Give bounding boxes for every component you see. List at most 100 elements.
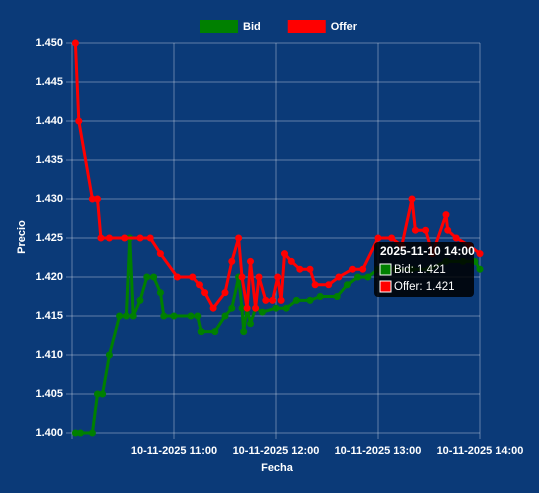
legend-label: Bid: [243, 21, 261, 33]
data-point: [476, 250, 484, 258]
data-point: [452, 234, 460, 242]
data-point: [94, 195, 101, 203]
tooltip-item: Bid: 1.421: [394, 264, 446, 276]
data-point: [388, 234, 396, 242]
y-tick-label: 1.435: [35, 154, 63, 166]
data-point: [292, 296, 300, 304]
data-point: [136, 296, 144, 304]
x-axis-title: Fecha: [261, 462, 294, 474]
y-tick-label: 1.420: [35, 271, 63, 283]
y-tick-label: 1.410: [35, 349, 63, 361]
data-point: [129, 312, 137, 320]
data-point: [364, 273, 372, 281]
y-axis-title: Precio: [16, 220, 28, 254]
data-point: [211, 328, 219, 336]
data-point: [156, 289, 164, 297]
data-point: [209, 304, 217, 312]
series-line: [75, 236, 482, 435]
data-point: [121, 234, 129, 242]
tooltip: 2025-11-10 14:00 Bid: 1.421 Offer: 1.421: [374, 242, 475, 297]
data-point: [281, 250, 288, 258]
data-point: [311, 281, 319, 289]
data-point: [316, 293, 324, 300]
data-point: [194, 312, 202, 320]
data-point: [160, 312, 168, 320]
data-point: [173, 273, 181, 281]
data-point: [136, 234, 144, 242]
data-point: [296, 265, 304, 273]
data-point: [75, 117, 83, 125]
tooltip-item: Offer: 1.421: [394, 281, 455, 293]
x-tick-label: 10-11-2025 11:00: [131, 445, 217, 457]
data-point: [170, 312, 178, 320]
data-point: [247, 257, 254, 265]
data-point: [408, 195, 416, 203]
data-point: [243, 304, 251, 312]
x-tick-label: 10-11-2025 13:00: [335, 445, 422, 457]
data-point: [333, 293, 341, 300]
data-point: [442, 211, 450, 219]
data-point: [99, 390, 107, 398]
data-point: [150, 273, 158, 281]
data-point: [221, 312, 229, 320]
data-point: [77, 429, 84, 437]
y-tick-label: 1.415: [35, 310, 63, 322]
legend-item[interactable]: Offer: [287, 20, 358, 33]
data-point: [287, 257, 295, 265]
data-point: [88, 429, 96, 437]
data-point: [247, 320, 254, 328]
data-point: [306, 296, 314, 304]
data-point: [359, 265, 367, 273]
legend-swatch: [200, 20, 238, 33]
data-point: [116, 312, 124, 320]
data-point: [105, 234, 113, 242]
data-point: [240, 328, 248, 336]
data-point: [197, 328, 205, 336]
tooltip-swatch: [379, 280, 392, 293]
tooltip-box: [374, 242, 474, 297]
data-point: [335, 273, 343, 281]
data-point: [228, 257, 236, 265]
data-point: [274, 273, 282, 281]
data-point: [374, 234, 382, 242]
data-point: [282, 304, 290, 312]
data-point: [411, 226, 419, 234]
y-tick-label: 1.445: [35, 76, 63, 88]
y-tick-label: 1.405: [35, 388, 63, 400]
data-point: [269, 296, 277, 304]
tooltip-swatch: [379, 263, 392, 276]
y-tick-label: 1.400: [35, 427, 63, 439]
data-point: [221, 289, 229, 297]
x-tick-label: 10-11-2025 12:00: [233, 445, 320, 457]
data-point: [97, 234, 105, 242]
data-point: [444, 226, 452, 234]
data-point: [277, 296, 285, 304]
data-point: [189, 273, 197, 281]
data-point: [146, 234, 154, 242]
data-point: [201, 289, 209, 297]
tooltip-title: 2025-11-10 14:00: [380, 244, 475, 258]
y-tick-label: 1.440: [35, 115, 63, 127]
data-point: [306, 265, 314, 273]
legend-item[interactable]: Bid: [200, 20, 261, 33]
data-point: [262, 296, 270, 304]
data-point: [235, 234, 243, 242]
legend-swatch: [287, 20, 326, 33]
data-point: [258, 308, 266, 316]
data-point: [71, 39, 79, 47]
data-point: [228, 304, 236, 312]
data-point: [105, 351, 113, 359]
data-point: [354, 273, 362, 281]
data-point: [422, 226, 430, 234]
data-point: [272, 304, 280, 312]
legend-label: Offer: [331, 21, 358, 33]
data-point: [143, 273, 151, 281]
data-point: [196, 281, 203, 289]
data-point: [476, 265, 484, 273]
data-point: [238, 273, 246, 281]
y-tick-label: 1.430: [35, 193, 63, 205]
y-tick-label: 1.450: [35, 37, 63, 49]
data-point: [156, 250, 164, 258]
data-point: [255, 273, 263, 281]
